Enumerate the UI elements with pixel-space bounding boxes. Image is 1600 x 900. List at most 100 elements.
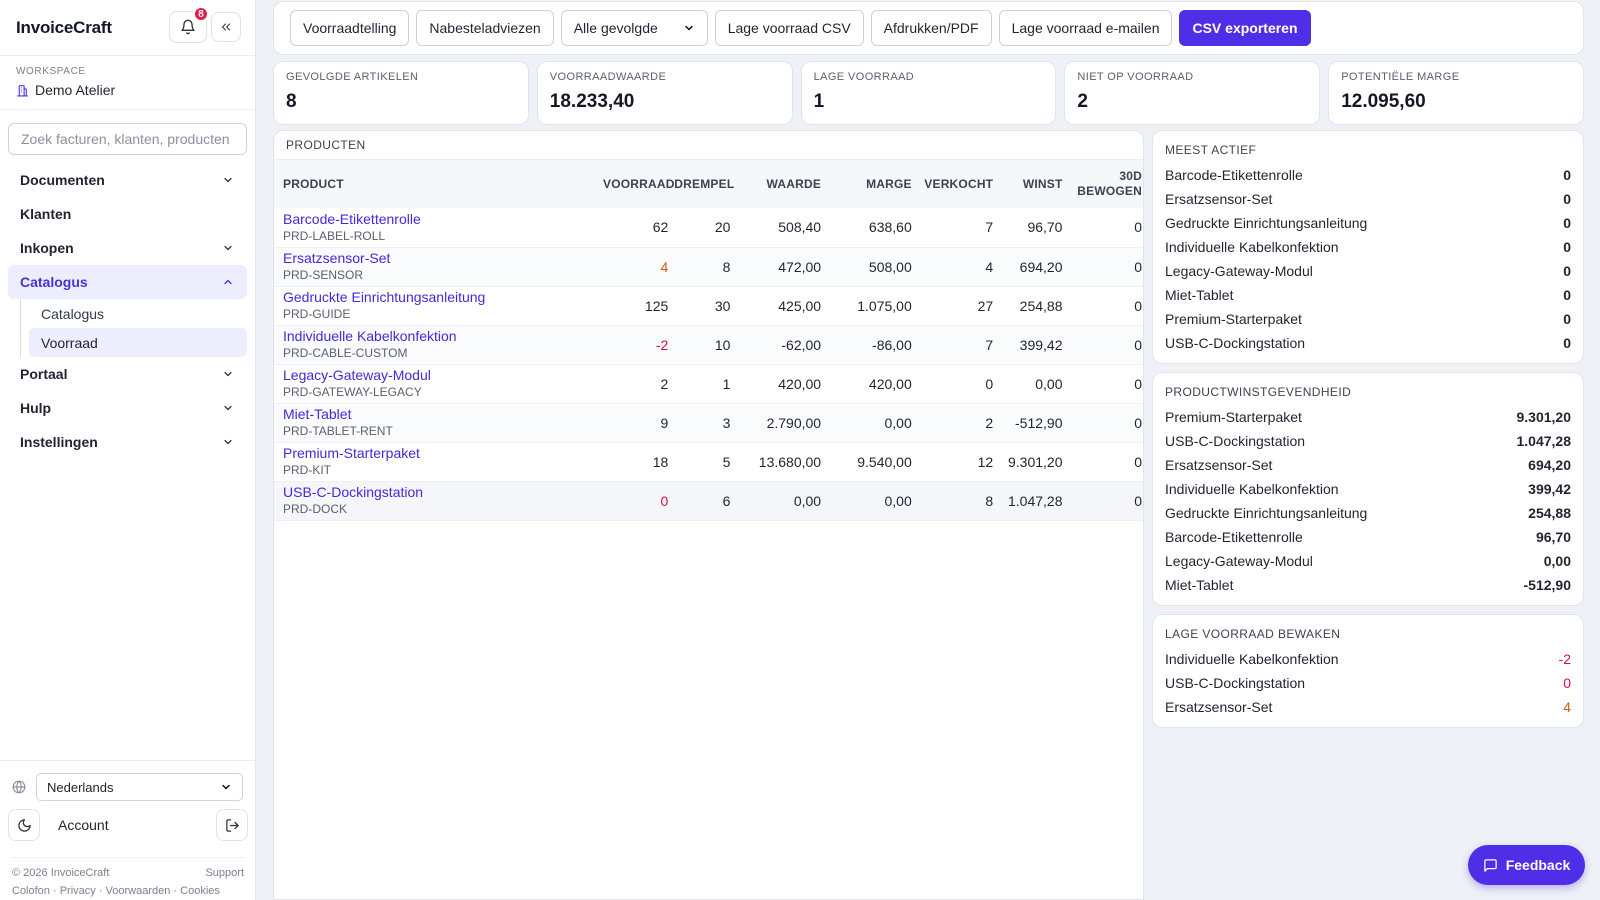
item-name: Individuelle Kabelkonfektion [1165, 239, 1339, 255]
nav-klanten[interactable]: Klanten [8, 197, 247, 231]
chevron-down-icon [221, 173, 235, 187]
product-cell: USB-C-Dockingstation PRD-DOCK [274, 481, 600, 521]
feedback-button[interactable]: Feedback [1468, 845, 1585, 885]
item-name: Gedruckte Einrichtungsanleitung [1165, 505, 1368, 521]
nav-sub-catalogus[interactable]: Catalogus [41, 305, 105, 322]
waarde-cell: 508,40 [733, 208, 825, 248]
product-sku: PRD-LABEL-ROLL [283, 228, 386, 243]
product-link[interactable]: USB-C-Dockingstation [283, 484, 424, 500]
language-row: Nederlands [12, 773, 243, 801]
verkocht-cell: 2 [914, 403, 997, 443]
nav-label: Portaal [20, 366, 68, 382]
product-link[interactable]: Barcode-Etikettenrolle [283, 210, 421, 227]
marge-cell: -86,00 [824, 325, 915, 365]
item-value: 0 [1563, 335, 1571, 351]
privacy-link[interactable]: Privacy [59, 885, 96, 897]
voorraad-cell: 2 [599, 364, 672, 404]
lage-voorraad-email-button[interactable]: Lage voorraad e-mailen [998, 10, 1173, 46]
stats-row: GEVOLGDE ARTIKELEN 8 VOORRAADWAARDE 18.2… [273, 61, 1584, 125]
item-value: 0 [1563, 263, 1571, 279]
collapse-sidebar-button[interactable] [211, 12, 241, 42]
support-link[interactable]: Support [205, 867, 244, 879]
col-header-bewogen: BEWOGEN [1077, 184, 1142, 198]
marge-cell: 0,00 [824, 403, 915, 443]
list-item: USB-C-Dockingstation 0 [1165, 671, 1571, 695]
waarde-cell: 0,00 [733, 481, 825, 521]
colofon-link[interactable]: Colofon [12, 885, 50, 897]
winst-cell: 399,42 [996, 325, 1066, 365]
product-sku: PRD-DOCK [283, 502, 348, 516]
product-link[interactable]: Gedruckte Einrichtungsanleitung [283, 289, 486, 305]
main-nav: Documenten Klanten Inkopen Catalogus Cat… [8, 163, 247, 459]
col-header-winst[interactable]: WINST [996, 160, 1066, 208]
list-item: Barcode-Etikettenrolle 0 [1165, 163, 1571, 187]
chevron-down-icon [221, 367, 235, 381]
col-header-drempel[interactable]: DREMPEL [671, 160, 734, 208]
separator: · [49, 885, 60, 897]
item-value: 1.047,28 [1516, 433, 1572, 449]
item-value: 0,00 [1543, 553, 1571, 569]
separator: · [95, 885, 106, 897]
col-header-marge[interactable]: MARGE [824, 160, 915, 208]
account-link[interactable]: Account [58, 817, 109, 833]
voorraad-cell: 4 [599, 247, 672, 287]
list-item: Gedruckte Einrichtungsanleitung 0 [1165, 211, 1571, 235]
csv-exporteren-button[interactable]: CSV exporteren [1179, 10, 1311, 46]
notifications-button[interactable]: 8 [169, 6, 209, 43]
stat-card-gevolgde-artikelen: GEVOLGDE ARTIKELEN 8 [273, 61, 529, 125]
language-select[interactable]: Nederlands [36, 773, 243, 801]
col-header-voorraad[interactable]: VOORRAAD [599, 160, 674, 208]
nav-instellingen[interactable]: Instellingen [8, 425, 247, 459]
stat-label: NIET OP VOORRAAD [1077, 71, 1194, 83]
bewogen-cell: 0 [1065, 286, 1143, 326]
lage-voorraad-csv-button[interactable]: Lage voorraad CSV [714, 10, 864, 46]
copyright: © 2026 InvoiceCraft [12, 867, 110, 879]
nabesteladviezen-button[interactable]: Nabesteladviezen [416, 10, 554, 46]
nav-catalogus[interactable]: Catalogus [8, 265, 247, 299]
stat-value: 1 [813, 91, 825, 112]
list-item: Premium-Starterpaket 0 [1165, 307, 1571, 331]
col-header-30d-bewogen[interactable]: 30D BEWOGEN [1065, 160, 1143, 208]
list-item: Ersatzsensor-Set 4 [1165, 695, 1571, 719]
drempel-cell: 8 [671, 247, 734, 287]
nav-sub-voorraad[interactable]: Voorraad [29, 328, 247, 357]
table-header-row: PRODUCT VOORRAAD DREMPEL WAARDE MARGE VE… [274, 160, 1143, 208]
nav-documenten[interactable]: Documenten [8, 163, 247, 197]
bewogen-cell: 0 [1065, 403, 1143, 443]
search-input[interactable]: Zoek facturen, klanten, producten [8, 123, 247, 155]
nav-inkopen[interactable]: Inkopen [8, 231, 247, 265]
product-link[interactable]: Miet-Tablet [283, 406, 352, 422]
col-header-verkocht[interactable]: VERKOCHT [914, 160, 997, 208]
workspace-switcher[interactable]: Demo Atelier [16, 82, 239, 98]
item-value: 0 [1563, 311, 1571, 327]
filter-select[interactable]: Alle gevolgde [560, 10, 708, 46]
nav-portaal[interactable]: Portaal [8, 357, 247, 391]
item-value: 0 [1563, 675, 1571, 691]
chevron-up-icon [221, 275, 235, 289]
winst-cell: 9.301,20 [996, 442, 1066, 482]
product-link[interactable]: Individuelle Kabelkonfektion [283, 328, 457, 344]
item-name: Miet-Tablet [1165, 287, 1234, 303]
logout-button[interactable] [216, 809, 248, 841]
item-name: Legacy-Gateway-Modul [1165, 553, 1313, 569]
item-value: 9.301,20 [1516, 409, 1572, 425]
col-header-waarde[interactable]: WAARDE [733, 160, 825, 208]
voorraad-cell: 125 [599, 286, 672, 326]
voorwaarden-link[interactable]: Voorwaarden [105, 885, 171, 897]
col-header-product[interactable]: PRODUCT [274, 160, 600, 208]
verkocht-cell: 12 [914, 442, 997, 482]
nav-label: Instellingen [20, 434, 98, 450]
product-link[interactable]: Premium-Starterpaket [283, 445, 420, 461]
winst-cell: 96,70 [996, 208, 1066, 248]
item-value: -2 [1558, 651, 1571, 667]
product-link[interactable]: Ersatzsensor-Set [283, 250, 391, 266]
voorraad-cell: 0 [599, 481, 672, 521]
nav-hulp[interactable]: Hulp [8, 391, 247, 425]
product-link[interactable]: Legacy-Gateway-Modul [283, 367, 431, 383]
sidebar-footer: Nederlands Account © 2026 InvoiceCraft S… [0, 760, 256, 900]
theme-toggle-button[interactable] [8, 809, 40, 841]
voorraadtelling-button[interactable]: Voorraadtelling [290, 10, 410, 46]
afdrukken-pdf-button[interactable]: Afdrukken/PDF [870, 10, 992, 46]
cookies-link[interactable]: Cookies [180, 885, 220, 897]
list-item: Legacy-Gateway-Modul 0 [1165, 259, 1571, 283]
